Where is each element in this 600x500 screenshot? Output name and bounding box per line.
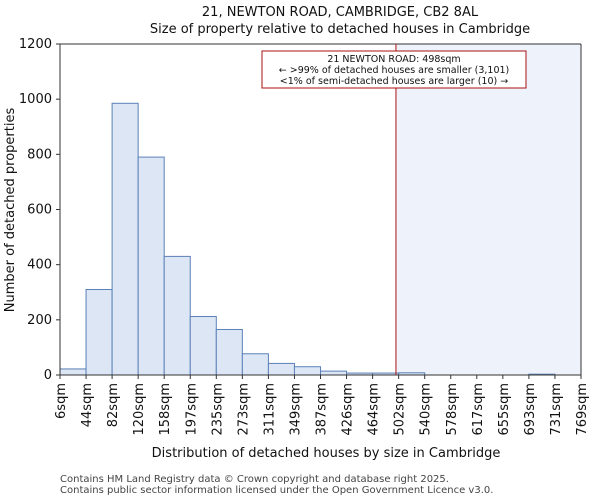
x-tick-label: 197sqm xyxy=(184,383,199,436)
x-tick-label: 693sqm xyxy=(523,383,538,436)
bar-44sqm xyxy=(85,288,113,376)
x-axis-label: Distribution of detached houses by size … xyxy=(152,446,501,461)
x-tick-label: 502sqm xyxy=(393,383,408,436)
x-tick-label: 731sqm xyxy=(549,383,564,436)
bar-349sqm xyxy=(293,366,322,376)
x-tick-label: 82sqm xyxy=(106,383,121,427)
y-tick-label: 600 xyxy=(27,203,52,218)
x-tick-label: 464sqm xyxy=(367,383,382,436)
y-tick-label: 1000 xyxy=(19,92,52,107)
bar-387sqm xyxy=(320,370,348,376)
annotation-box xyxy=(261,50,527,89)
y-tick-label: 1200 xyxy=(19,37,52,52)
bar-158sqm xyxy=(163,255,191,376)
x-tick-label: 655sqm xyxy=(497,383,512,436)
bar-235sqm xyxy=(215,328,243,376)
y-axis-label: Number of detached properties xyxy=(3,108,18,313)
bar-273sqm xyxy=(241,353,269,376)
x-tick-label: 540sqm xyxy=(419,383,434,436)
y-tick-label: 800 xyxy=(27,147,52,162)
x-tick-label: 235sqm xyxy=(210,383,225,436)
highlight-region xyxy=(395,44,581,375)
x-tick-label: 578sqm xyxy=(445,383,460,436)
x-tick-label: 311sqm xyxy=(262,383,277,436)
x-tick-label: 120sqm xyxy=(132,383,147,436)
y-tick-label: 200 xyxy=(27,313,52,328)
bar-6sqm xyxy=(59,368,87,376)
y-tick-label: 0 xyxy=(44,368,52,383)
bar-197sqm xyxy=(189,316,217,376)
x-tick-label: 6sqm xyxy=(54,383,69,419)
chart-subtitle: Size of property relative to detached ho… xyxy=(150,22,530,37)
x-tick-label: 426sqm xyxy=(341,383,356,436)
annotation-line: <1% of semi-detached houses are larger (… xyxy=(280,76,508,87)
x-tick-label: 273sqm xyxy=(236,383,251,436)
bar-82sqm xyxy=(111,102,139,376)
chart-title: 21, NEWTON ROAD, CAMBRIDGE, CB2 8AL xyxy=(202,5,479,20)
annotation-line: 21 NEWTON ROAD: 498sqm xyxy=(327,54,460,65)
x-tick-label: 387sqm xyxy=(315,383,330,436)
bar-311sqm xyxy=(267,362,295,376)
x-tick-label: 44sqm xyxy=(80,383,95,427)
annotation-line: ← >99% of detached houses are smaller (3… xyxy=(279,65,510,76)
x-tick-label: 158sqm xyxy=(158,383,173,436)
x-tick-label: 769sqm xyxy=(575,383,590,436)
x-tick-label: 617sqm xyxy=(471,383,486,436)
footer-line-2: Contains public sector information licen… xyxy=(60,485,494,496)
footer-line-1: Contains HM Land Registry data © Crown c… xyxy=(60,474,449,485)
x-tick-label: 349sqm xyxy=(288,383,303,436)
y-tick-label: 400 xyxy=(27,258,52,273)
bar-120sqm xyxy=(137,156,165,376)
